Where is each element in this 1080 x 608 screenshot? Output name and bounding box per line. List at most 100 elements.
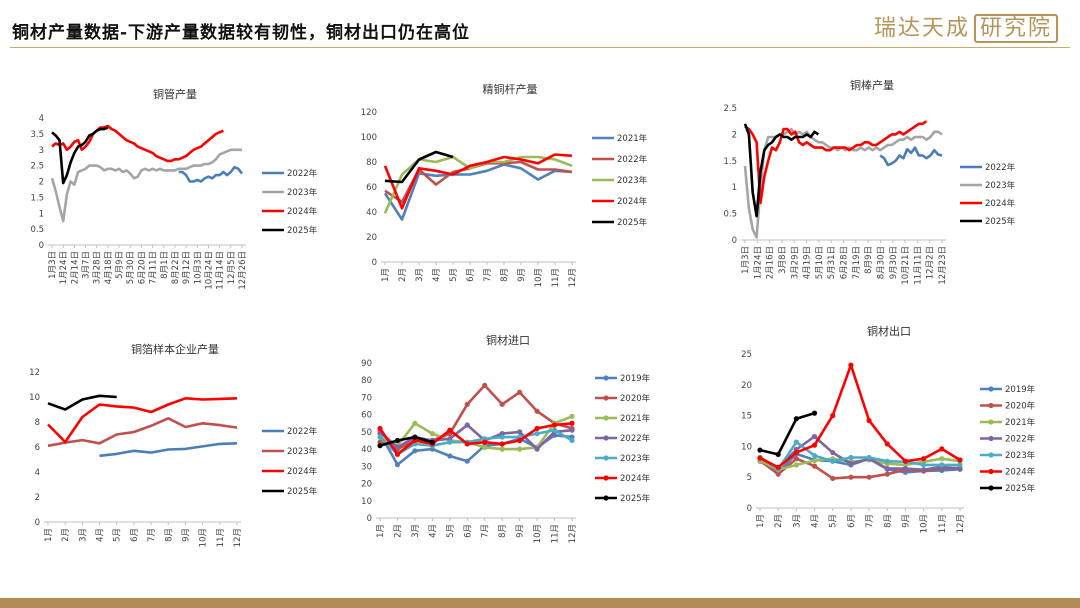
- x-tick-label: 6月20日: [137, 251, 147, 284]
- x-tick-label: 8月30日: [876, 246, 886, 279]
- data-point: [534, 431, 540, 437]
- data-point: [757, 447, 763, 453]
- y-tick-label: 1.5: [30, 193, 44, 203]
- x-tick-label: 5月10日: [815, 246, 825, 279]
- brand-logo: 瑞达天成 研究院: [873, 10, 1058, 43]
- data-point: [517, 429, 523, 435]
- y-tick-label: 0: [372, 258, 377, 268]
- x-tick-label: 7月: [865, 514, 875, 528]
- legend-marker: [603, 475, 609, 481]
- series-line-2024年: [759, 363, 961, 469]
- chart-title: 铜箔样本企业产量: [131, 342, 219, 356]
- logo-text: 瑞达天成: [873, 16, 970, 41]
- x-tick-label: 8月9日: [864, 246, 874, 274]
- x-tick-label: 5月: [446, 524, 456, 538]
- y-tick-label: 60: [366, 183, 377, 193]
- series-line-2022年: [759, 435, 961, 472]
- legend-label: 2023年: [985, 180, 1016, 191]
- data-point: [811, 442, 818, 448]
- legend-marker: [603, 455, 609, 461]
- data-point: [830, 413, 836, 419]
- data-point: [464, 458, 470, 464]
- data-point: [482, 444, 488, 450]
- x-tick-label: 8月: [883, 514, 893, 528]
- x-tick-label: 12月5日: [227, 251, 237, 284]
- series-line-2024年: [51, 124, 224, 163]
- x-tick-label: 12月: [956, 514, 966, 533]
- legend-label: 2025年: [287, 486, 318, 497]
- y-tick-label: 120: [361, 108, 377, 118]
- x-tick-label: 4月19日: [803, 246, 813, 279]
- x-tick-label: 5月30日: [126, 251, 136, 284]
- legend-label: 2023年: [617, 175, 648, 186]
- x-tick-label: 3月: [792, 514, 802, 528]
- data-point: [866, 454, 872, 461]
- x-tick-label: 2月: [393, 524, 403, 538]
- x-tick-label: 1月: [756, 514, 766, 528]
- x-tick-label: 1月3日: [48, 251, 58, 279]
- series-line-2023年: [759, 440, 960, 471]
- data-point: [394, 451, 401, 457]
- data-point: [775, 471, 781, 477]
- x-tick-label: 6月: [463, 524, 473, 538]
- y-tick-label: 20: [366, 233, 377, 243]
- x-tick-label: 1月: [44, 528, 54, 542]
- y-tick-label: 80: [361, 376, 372, 386]
- data-point: [499, 434, 505, 440]
- legend-label: 2021年: [617, 133, 648, 144]
- y-tick-label: 1.5: [723, 157, 737, 167]
- legend-label: 2025年: [617, 217, 648, 228]
- chart-import: 铜材进口 0 10 20 30 40 50 60 70 80 90 1月 2月 3月 4月 5月 6月 7月 8月 9…: [361, 333, 650, 543]
- x-tick-label: 9月: [516, 524, 526, 538]
- header-divider: [10, 47, 1070, 48]
- data-point: [464, 441, 470, 447]
- data-point: [884, 458, 890, 464]
- x-tick-label: 4月: [428, 524, 438, 538]
- data-point: [447, 427, 453, 433]
- y-tick-label: 5: [747, 473, 752, 483]
- x-tick-label: 3月28日: [93, 251, 103, 284]
- legend-label: 2024年: [617, 196, 648, 207]
- y-tick-label: 20: [741, 381, 752, 391]
- legend-marker: [988, 452, 994, 458]
- data-point: [499, 401, 505, 407]
- legend-label: 2019年: [1005, 384, 1036, 395]
- legend-label: 2022年: [620, 433, 651, 444]
- series-line-2023年: [379, 428, 573, 456]
- x-tick-label: 5月: [829, 514, 839, 528]
- data-point: [482, 439, 488, 445]
- y-tick-label: 0.5: [30, 225, 44, 235]
- data-point: [569, 437, 575, 444]
- legend-marker: [603, 435, 609, 441]
- series-line-2021年: [379, 415, 573, 451]
- y-tick-label: 90: [361, 359, 372, 369]
- data-point: [429, 431, 435, 437]
- x-tick-label: 3月29日: [790, 246, 800, 279]
- y-tick-label: 4: [39, 114, 44, 124]
- x-tick-label: 4月: [432, 268, 442, 282]
- series-line-2025年: [51, 126, 109, 185]
- y-tick-label: 1: [732, 183, 737, 193]
- data-point: [830, 475, 836, 482]
- data-point: [848, 362, 854, 368]
- x-tick-label: 1月3日: [741, 246, 751, 274]
- data-point: [534, 408, 540, 414]
- legend-marker: [603, 375, 609, 381]
- x-tick-label: 8月1日: [160, 251, 170, 279]
- x-tick-label: 7月: [481, 524, 491, 538]
- y-tick-label: 0.5: [723, 210, 737, 220]
- data-point: [793, 416, 799, 422]
- x-tick-label: 12月: [568, 268, 578, 287]
- data-point: [830, 458, 836, 464]
- data-point: [482, 382, 488, 388]
- data-point: [412, 420, 418, 426]
- x-tick-label: 10月: [920, 514, 930, 533]
- y-tick-label: 0: [35, 518, 40, 528]
- data-point: [884, 441, 890, 447]
- data-point: [921, 467, 927, 473]
- x-tick-label: 4月18日: [104, 251, 114, 284]
- data-point: [499, 446, 505, 452]
- series-line-2021年: [383, 163, 573, 221]
- x-tick-label: 1月24日: [59, 251, 69, 284]
- y-tick-label: 100: [361, 133, 377, 143]
